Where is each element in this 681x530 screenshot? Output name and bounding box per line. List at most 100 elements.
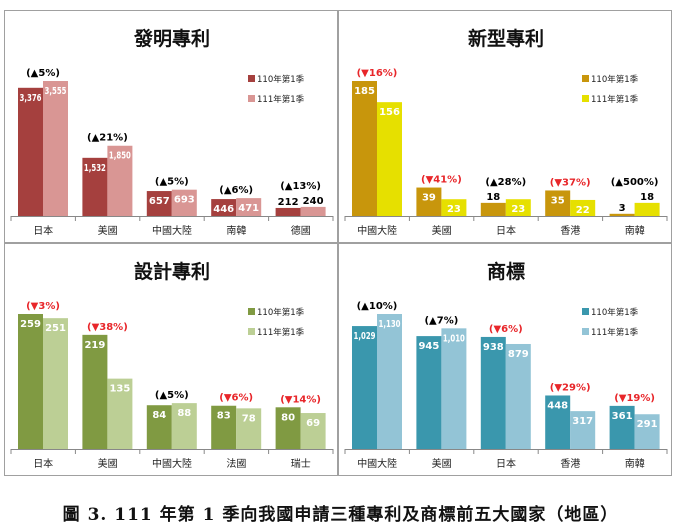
category-label: 日本	[496, 224, 516, 237]
legend-label: 111年第1季	[257, 94, 305, 105]
bar-111	[43, 81, 68, 216]
bar-111	[107, 378, 133, 449]
legend-swatch	[248, 308, 255, 315]
bar-111	[300, 206, 326, 216]
change-label: (▼38%)	[87, 322, 128, 333]
bar-111	[377, 314, 402, 449]
bar-110	[480, 202, 506, 216]
data-label: 185	[354, 86, 375, 97]
bar-110	[545, 190, 571, 216]
invention-patent-chart: 發明專利 3,376 3,555 (▲5%) 日本 1,532 1,850 (▲21%) 美國 6…	[4, 10, 338, 243]
bar-110	[416, 187, 442, 216]
bar-111	[236, 198, 262, 216]
category-label: 中國大陸	[152, 224, 192, 237]
category-label: 日本	[33, 457, 53, 470]
bar-110	[416, 336, 442, 449]
bar-111	[171, 189, 197, 216]
bar-110	[352, 81, 377, 216]
category-label: 香港	[560, 225, 580, 237]
bar-110	[211, 199, 237, 216]
data-label: 80	[281, 412, 295, 423]
data-label: 219	[84, 340, 105, 351]
bar-111	[441, 328, 467, 449]
data-label: 39	[422, 193, 436, 204]
category-label: 香港	[560, 458, 580, 470]
change-label: (▼16%)	[357, 68, 398, 79]
category-label: 中國大陸	[357, 224, 397, 237]
chart-title: 商標	[487, 260, 525, 283]
bar-111	[300, 413, 326, 449]
data-label: 3	[619, 203, 626, 214]
category-label: 美國	[98, 224, 118, 237]
data-label: 1,130	[379, 319, 401, 330]
bar-111	[236, 408, 262, 449]
legend-swatch	[248, 95, 255, 102]
data-label: 1,010	[443, 333, 465, 344]
category-label: 瑞士	[291, 457, 311, 470]
legend-label: 110年第1季	[591, 74, 639, 85]
data-label: 1,532	[84, 163, 106, 174]
legend-label: 111年第1季	[591, 94, 639, 105]
bar-110	[18, 314, 43, 449]
category-label: 日本	[33, 224, 53, 237]
bar-110	[146, 405, 172, 449]
data-label: 879	[508, 349, 529, 360]
change-label: (▼37%)	[550, 177, 591, 188]
change-label: (▲7%)	[424, 315, 458, 326]
category-label: 美國	[432, 224, 452, 237]
bar-111	[377, 102, 402, 216]
bar-111	[634, 202, 660, 216]
bar-111	[570, 411, 596, 449]
change-label: (▲10%)	[357, 301, 398, 312]
change-label: (▲13%)	[280, 181, 321, 192]
bar-110	[275, 207, 301, 216]
bar-111	[570, 199, 596, 216]
category-label: 美國	[432, 457, 452, 470]
data-label: 945	[418, 341, 439, 352]
category-label: 日本	[496, 457, 516, 470]
category-label: 南韓	[226, 224, 246, 237]
bar-110	[211, 405, 237, 449]
legend-label: 110年第1季	[257, 74, 305, 85]
bar-110	[18, 87, 43, 216]
data-label: 212	[278, 197, 299, 208]
figure-caption: 圖 3. 111 年第 1 季向我國申請三種專利及商標前五大國家（地區）	[62, 505, 619, 525]
change-label: (▼6%)	[219, 393, 253, 404]
change-label: (▼29%)	[550, 382, 591, 393]
legend-swatch	[582, 328, 589, 335]
data-label: 35	[551, 195, 565, 206]
data-label: 446	[213, 204, 234, 215]
change-label: (▲28%)	[485, 177, 526, 188]
data-label: 3,555	[45, 86, 67, 97]
bar-110	[82, 157, 108, 216]
bar-110	[82, 334, 108, 449]
bar-110	[352, 326, 377, 449]
bar-110	[146, 191, 172, 216]
chart-svg: 新型專利 185 156 (▼16%) 中國大陸 39 23 (▼41%) 美國 18 23 (▲28…	[344, 27, 668, 237]
trademark-chart: 商標 1,029 1,130 (▲10%) 中國大陸 945 1,010 (▲7%) 美國 938…	[338, 243, 672, 476]
change-label: (▲6%)	[219, 185, 253, 196]
bar-111	[505, 343, 531, 449]
bar-110	[545, 395, 571, 449]
category-label: 美國	[98, 457, 118, 470]
data-label: 156	[379, 107, 400, 118]
legend-label: 111年第1季	[257, 327, 305, 338]
bar-110	[609, 213, 635, 216]
utility-model-chart: 新型專利 185 156 (▼16%) 中國大陸 39 23 (▼41%) 美國 18 23 (▲28…	[338, 10, 672, 243]
chart-title: 發明專利	[133, 27, 210, 50]
data-label: 471	[238, 203, 259, 214]
change-label: (▲5%)	[155, 177, 189, 188]
bar-111	[171, 403, 197, 449]
category-label: 中國大陸	[152, 457, 192, 470]
data-label: 23	[447, 204, 461, 215]
legend-label: 110年第1季	[257, 307, 305, 318]
bar-110	[480, 336, 506, 449]
category-label: 南韓	[625, 224, 645, 237]
data-label: 1,850	[109, 151, 131, 162]
bar-111	[634, 414, 660, 449]
change-label: (▼41%)	[421, 175, 462, 186]
data-label: 259	[20, 319, 41, 330]
data-label: 361	[612, 411, 633, 422]
